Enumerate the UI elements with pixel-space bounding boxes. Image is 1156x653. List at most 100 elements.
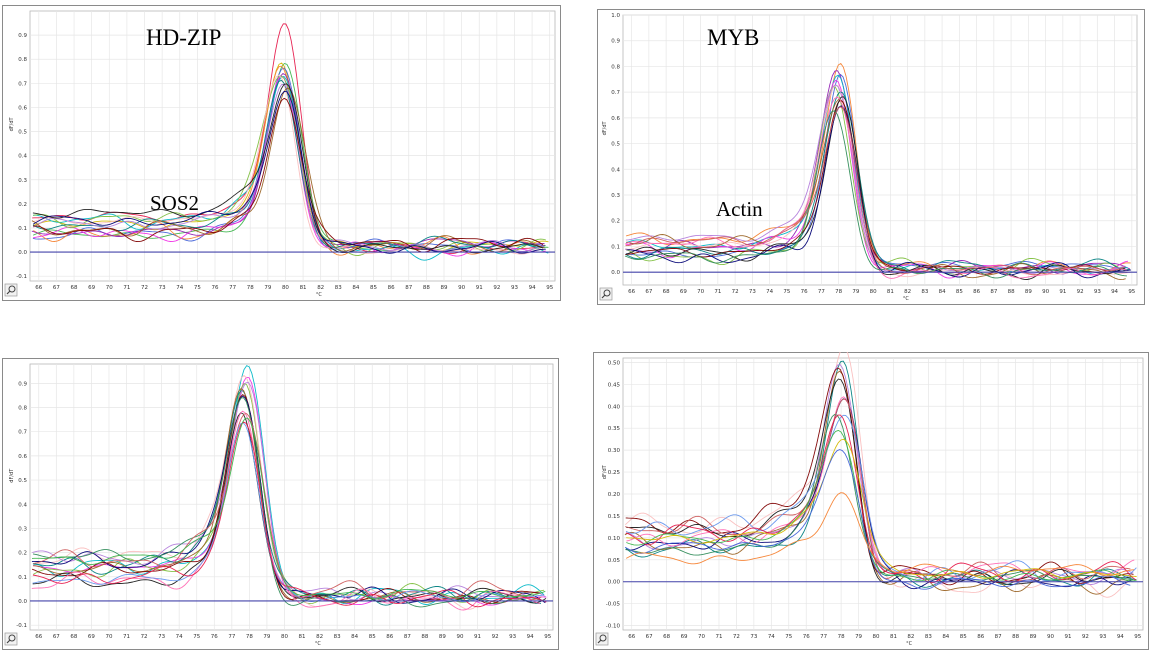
x-tick-label: 70 (698, 634, 705, 640)
x-tick-label: 84 (942, 634, 949, 640)
chart-panel-b: 66 67 68 69 70 71 72 73 74 75 76 77 78 79 80 81 82 83 84 85… (597, 9, 1145, 305)
y-tick-label: 0.15 (608, 514, 621, 520)
x-tick-label: 82 (316, 634, 323, 640)
x-tick-label: 88 (423, 285, 430, 291)
series-line (625, 63, 1131, 274)
x-axis-label: °C (315, 641, 322, 647)
x-tick-label: 79 (852, 289, 859, 295)
series-line (625, 414, 1137, 583)
plot-area (29, 10, 556, 282)
x-tick-label: 80 (281, 634, 288, 640)
x-tick-label: 66 (628, 289, 635, 295)
x-tick-label: 80 (282, 285, 289, 291)
y-tick-label: 0.4 (18, 502, 27, 508)
y-tick-label: 0.4 (611, 167, 620, 173)
y-tick-label: 0.5 (18, 130, 27, 136)
x-tick-label: 71 (715, 634, 722, 640)
y-tick-label: 0.20 (608, 492, 621, 498)
y-tick-label: 0.0 (18, 250, 27, 256)
x-tick-label: 76 (803, 634, 810, 640)
magnifier-icon[interactable] (595, 632, 609, 646)
y-tick-label: 0.8 (611, 64, 620, 70)
y-axis-label: dF/dT (602, 120, 608, 135)
y-tick-label: 0.6 (18, 454, 27, 460)
series-line (33, 97, 544, 253)
x-tick-label: 92 (1082, 634, 1089, 640)
x-tick-label: 75 (783, 289, 790, 295)
series-line (32, 90, 546, 254)
x-tick-label: 75 (193, 634, 200, 640)
x-tick-label: 89 (1025, 289, 1032, 295)
x-tick-label: 73 (750, 634, 757, 640)
magnifier-handle (597, 639, 602, 644)
label-sos2: SOS2 (150, 191, 200, 215)
x-tick-label: 91 (474, 634, 481, 640)
x-tick-label: 95 (1134, 634, 1141, 640)
x-tick-label: 76 (211, 634, 218, 640)
chart-panel-a: 66 67 68 69 70 71 72 73 74 75 76 77 78 79 80 81 82 83 84 85… (2, 5, 561, 301)
chart-panel-c: 66 67 68 69 70 71 72 73 74 75 76 77 78 79 80 81 82 83 84 85… (2, 358, 559, 650)
y-tick-label: 0.5 (18, 478, 27, 484)
x-tick-label: 88 (421, 634, 428, 640)
y-axis-label: dF/dT (9, 468, 15, 483)
x-tick-label: 77 (229, 285, 236, 291)
series-line (625, 106, 1125, 276)
y-tick-label: 0.25 (608, 470, 621, 476)
series-group (31, 23, 549, 261)
series-line (626, 438, 1137, 579)
x-tick-label: 68 (70, 634, 77, 640)
y-tick-label: 0.05 (608, 558, 621, 564)
y-tick-label: 0.3 (18, 178, 27, 184)
x-tick-label: 92 (1077, 289, 1084, 295)
magnifier-icon[interactable] (4, 632, 18, 646)
x-tick-label: 91 (1059, 289, 1066, 295)
series-line (31, 410, 541, 611)
y-tick-label: -0.1 (16, 623, 27, 629)
x-tick-label: 87 (405, 285, 412, 291)
x-axis-label: °C (316, 292, 323, 298)
x-tick-label: 73 (749, 289, 756, 295)
magnifier-lens (603, 289, 611, 297)
series-line (624, 96, 1127, 279)
x-tick-label: 93 (1099, 634, 1106, 640)
x-tick-label: 71 (714, 289, 721, 295)
y-tick-label: 0.7 (611, 90, 620, 96)
x-tick-label: 72 (732, 289, 739, 295)
x-tick-label: 82 (907, 634, 914, 640)
x-tick-label: 88 (1008, 289, 1015, 295)
x-tick-label: 86 (973, 289, 980, 295)
y-tick-label: 0.9 (18, 33, 27, 39)
y-tick-label: 0.2 (18, 551, 27, 557)
series-line (624, 110, 1127, 279)
x-tick-label: 78 (835, 289, 842, 295)
chart-svg-b: 66 67 68 69 70 71 72 73 74 75 76 77 78 79 80 81 82 83 84 85… (597, 9, 1145, 305)
y-tick-label: 0.40 (608, 404, 621, 410)
y-tick-label: 0.6 (18, 105, 27, 111)
x-tick-label: 95 (546, 285, 553, 291)
x-tick-label: 80 (873, 634, 880, 640)
x-tick-label: 76 (801, 289, 808, 295)
x-tick-label: 92 (493, 285, 500, 291)
x-tick-label: 81 (299, 634, 306, 640)
x-tick-label: 74 (766, 289, 773, 295)
x-tick-label: 89 (1030, 634, 1037, 640)
y-tick-label: 0.7 (18, 81, 27, 87)
x-tick-label: 78 (838, 634, 845, 640)
x-tick-label: 84 (351, 634, 358, 640)
x-tick-label: 85 (369, 634, 376, 640)
y-tick-label: 0.1 (611, 244, 620, 250)
y-tick-label: 0.10 (608, 536, 621, 542)
x-tick-label: 90 (456, 634, 463, 640)
magnifier-lens (599, 634, 607, 642)
magnifier-icon[interactable] (4, 283, 18, 297)
y-tick-label: 0.8 (18, 406, 27, 412)
series-group (31, 365, 547, 611)
magnifier-icon[interactable] (599, 287, 613, 301)
series-line (625, 492, 1135, 577)
x-tick-label: 67 (646, 634, 653, 640)
y-tick-label: 0.6 (611, 116, 620, 122)
series-line (626, 378, 1132, 585)
x-tick-label: 82 (317, 285, 324, 291)
x-tick-label: 79 (263, 634, 270, 640)
x-tick-label: 83 (925, 634, 932, 640)
